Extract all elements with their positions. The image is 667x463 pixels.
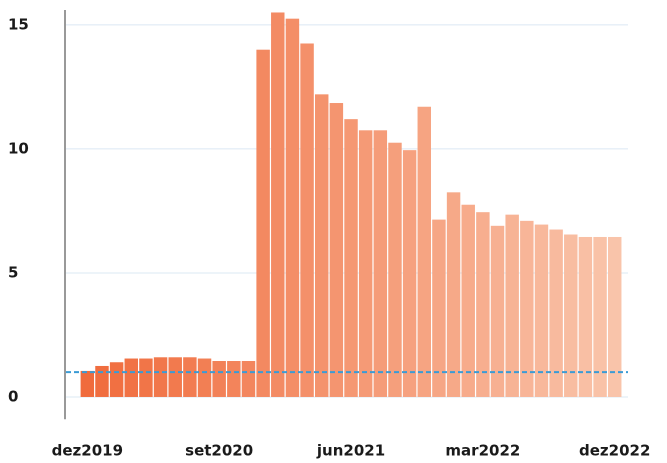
bar: [80, 370, 95, 397]
bar: [95, 365, 109, 397]
y-tick-label: 15: [8, 15, 29, 33]
bar: [534, 224, 549, 397]
bar: [256, 49, 270, 397]
bar: [608, 236, 622, 397]
bar: [578, 236, 593, 397]
bar: [212, 361, 226, 397]
bar: [109, 362, 124, 397]
y-tick-label: 0: [8, 387, 18, 405]
y-tick-label: 10: [8, 139, 29, 157]
bar: [153, 357, 168, 397]
bar: [432, 219, 446, 397]
bar: [227, 361, 241, 397]
bar: [490, 225, 505, 397]
bar: [461, 204, 475, 397]
bar: [183, 357, 197, 397]
bar: [315, 94, 329, 397]
bar: [417, 106, 431, 397]
bar: [197, 358, 212, 397]
bar: [271, 12, 285, 397]
bar: [446, 192, 461, 397]
x-tick-label: mar2022: [445, 442, 520, 460]
bar: [241, 361, 256, 397]
bar: [520, 220, 534, 397]
bar: [329, 103, 344, 397]
x-tick-label: jun2021: [316, 442, 385, 460]
bar: [549, 229, 563, 397]
bar: [388, 142, 402, 397]
bar: [344, 119, 358, 397]
bar: [124, 358, 138, 397]
bar: [300, 43, 314, 397]
bar: [139, 358, 153, 397]
bar: [373, 130, 388, 397]
y-tick-label: 5: [8, 263, 18, 281]
bar: [476, 212, 490, 397]
x-tick-label: dez2019: [52, 442, 123, 460]
bar: [593, 236, 607, 397]
x-tick-label: dez2022: [579, 442, 650, 460]
x-tick-label: set2020: [185, 442, 253, 460]
bar: [505, 214, 519, 397]
bar: [564, 234, 578, 397]
bar: [402, 150, 417, 397]
bar: [285, 18, 300, 397]
bar: [168, 357, 182, 397]
bar: [358, 130, 373, 397]
